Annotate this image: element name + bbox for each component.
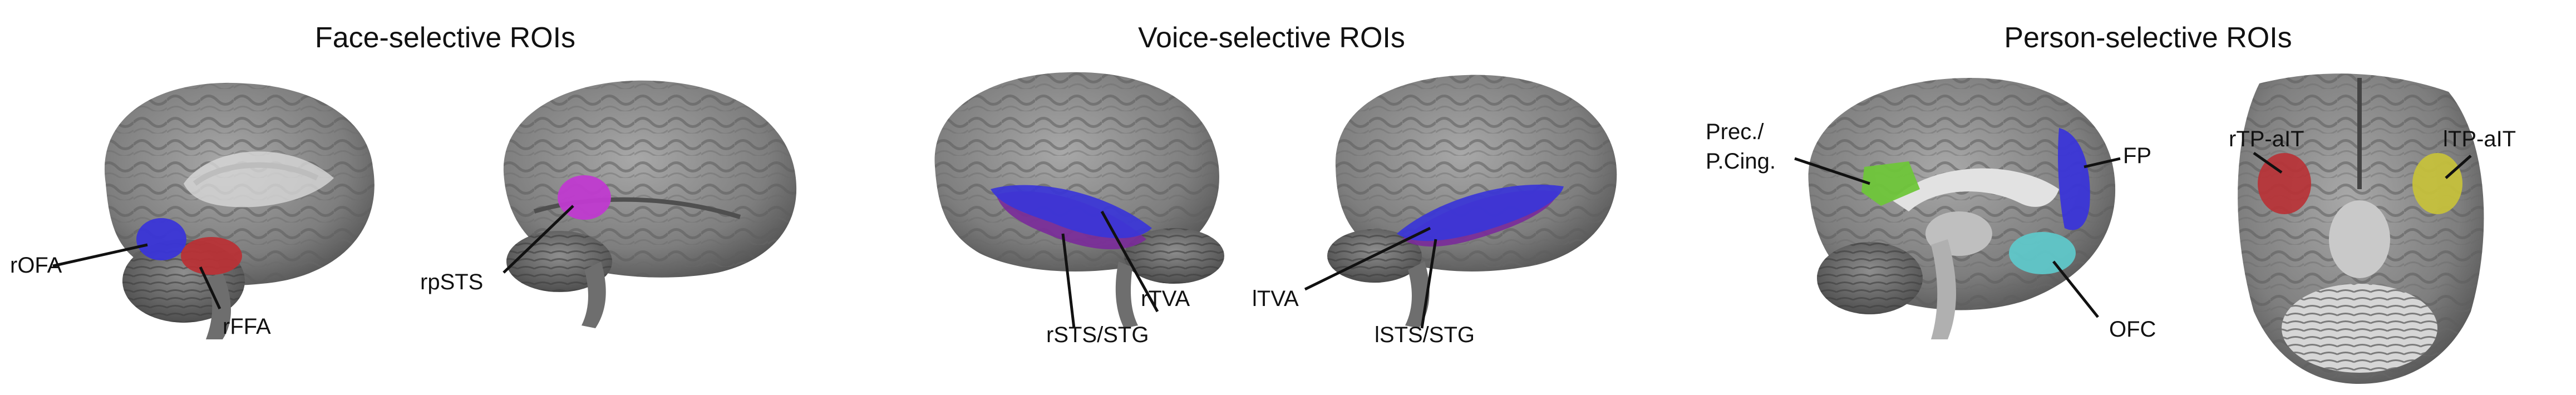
roi-rtva <box>991 185 1152 239</box>
label-rofa: rOFA <box>10 253 62 278</box>
label-rsts-stg: rSTS/STG <box>1046 323 1149 347</box>
roi-rofa <box>136 218 186 260</box>
brain-voice-2 <box>1327 75 1617 328</box>
brain-face-1 <box>104 82 375 339</box>
panel-title-voice: Voice-selective ROIs <box>1138 22 1405 54</box>
roi-ltva <box>1397 184 1564 241</box>
roi-fp <box>2058 128 2090 230</box>
label-fp: FP <box>2123 144 2152 168</box>
roi-ofc <box>2009 232 2076 274</box>
panel-title-person: Person-selective ROIs <box>2004 22 2292 54</box>
label-ltp-ait: lTP-aIT <box>2443 127 2516 151</box>
label-rffa: rFFA <box>223 314 271 339</box>
panel-title-face: Face-selective ROIs <box>314 22 576 54</box>
roi-rtp-ait <box>2258 153 2311 214</box>
label-pcing: P.Cing. <box>1706 149 1776 174</box>
roi-prec-pcing <box>1861 161 1920 206</box>
brain-person-2 <box>2238 73 2484 384</box>
label-ltva: lTVA <box>1252 287 1299 311</box>
leader-lines <box>52 151 2472 329</box>
brain-face-2 <box>503 80 797 328</box>
roi-rffa <box>181 237 242 275</box>
roi-ltp-ait <box>2412 153 2462 214</box>
label-rtva: rTVA <box>1141 287 1190 311</box>
label-ofc: OFC <box>2109 317 2156 342</box>
label-lsts-stg: lSTS/STG <box>1375 323 1475 347</box>
label-rtp-ait: rTP-aIT <box>2229 127 2304 151</box>
brain-person-1 <box>1808 78 2116 339</box>
label-prec: Prec./ <box>1706 120 1764 144</box>
label-rpsts: rpSTS <box>420 270 484 294</box>
brain-voice-1 <box>934 72 1224 328</box>
